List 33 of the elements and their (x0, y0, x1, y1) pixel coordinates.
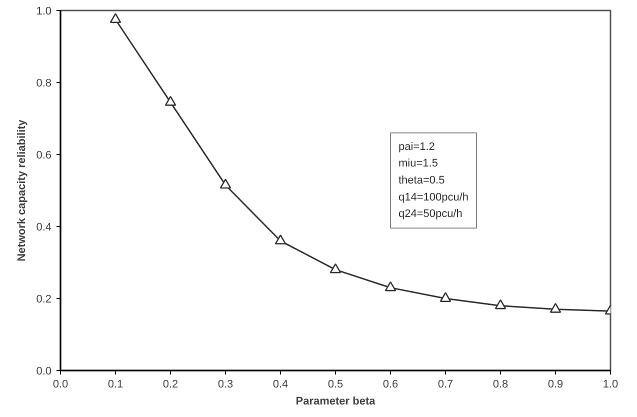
annotation: miu=1.5 (398, 158, 438, 170)
y-tick-label: 0.4 (36, 222, 52, 234)
point (110, 13, 122, 24)
x-tick-label: 0.6 (382, 378, 398, 390)
x-tick-label: 0.9 (548, 378, 564, 390)
x-tick-label: 0.8 (492, 378, 508, 390)
y-tick-label: 1.0 (36, 6, 52, 18)
x-tick-label: 0.1 (108, 378, 124, 390)
y-tick-label: 0.8 (36, 78, 52, 90)
x-tick-label: 0.4 (272, 378, 288, 390)
point (440, 292, 452, 302)
y-tick-label: 0.0 (36, 366, 52, 378)
point (550, 302, 562, 313)
point (330, 263, 342, 274)
point (384, 281, 396, 292)
x-tick-label: 0.7 (438, 378, 454, 390)
x-tick-label: 0.3 (218, 378, 234, 390)
y-tick-label: 0.6 (36, 150, 52, 162)
x-tick-label: 1.0 (602, 378, 618, 390)
point (220, 178, 232, 189)
point (274, 234, 286, 244)
annotation: q24=50pcu/h (398, 208, 462, 220)
annotation: theta=0.5 (398, 174, 445, 186)
y-axis-title: Network capacity reliability (16, 118, 28, 262)
annotation: q14=100pcu/h (398, 191, 469, 204)
annotation: pai=1.2 (398, 140, 435, 153)
x-tick-label: 0.2 (162, 378, 178, 390)
x-axis-title: Parameter beta (296, 396, 376, 408)
y-tick-label: 0.2 (36, 294, 52, 306)
point (494, 299, 506, 310)
point (164, 96, 176, 106)
x-tick-label: 0.0 (52, 378, 68, 390)
x-tick-label: 0.5 (328, 378, 344, 390)
